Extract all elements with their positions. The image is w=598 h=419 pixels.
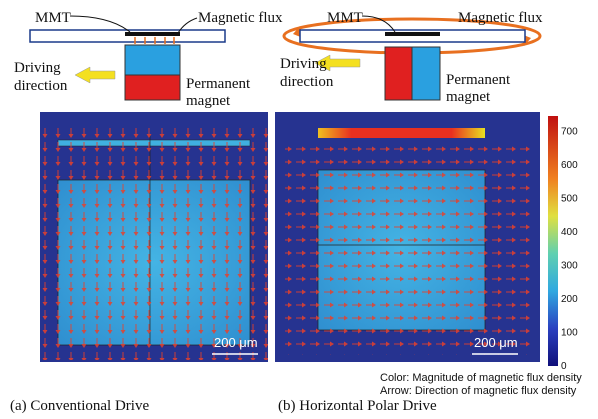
colorbar-tick-label: 500	[561, 194, 578, 205]
driving-label: direction	[280, 74, 334, 90]
caption: (b) Horizontal Polar Drive	[278, 398, 437, 414]
diagram-a: MMT Magnetic flux Driving direction Perm…	[14, 10, 283, 109]
driving-label: direction	[14, 78, 68, 94]
flux-label: Magnetic flux	[458, 10, 543, 26]
colorbar	[548, 116, 558, 366]
magnet-label: magnet	[186, 93, 231, 109]
magnet-label: Permanent	[186, 76, 251, 92]
colorbar-tick-label: 700	[561, 127, 578, 138]
colorbar-tick-label: 400	[561, 227, 578, 238]
mmt-label: MMT	[35, 10, 71, 26]
colorbar-tick-label: 200	[561, 294, 578, 305]
note: Arrow: Direction of magnetic flux densit…	[380, 385, 577, 397]
diagram-b: MMT Magnetic flux Driving direction Perm…	[280, 10, 543, 105]
note: Color: Magnitude of magnetic flux densit…	[380, 372, 582, 384]
colorbar-tick-label: 100	[561, 328, 578, 339]
colorbar-tick-label: 600	[561, 160, 578, 171]
colorbar-ticks: 0 100 200 300 400 500 600 700	[561, 127, 578, 373]
colorbar-tick-label: 0	[561, 361, 567, 372]
simulation-b: 200 μm	[275, 112, 540, 362]
simulation-a: 200 μm	[40, 112, 268, 362]
scale-bar-label: 200 μm	[214, 335, 258, 350]
scale-bar-label: 200 μm	[474, 335, 518, 350]
driving-label: Driving	[14, 60, 61, 76]
driving-label: Driving	[280, 56, 327, 72]
colorbar-tick-label: 300	[561, 261, 578, 272]
flux-label: Magnetic flux	[198, 10, 283, 26]
magnet-label: magnet	[446, 89, 491, 105]
caption: (a) Conventional Drive	[10, 398, 149, 414]
magnet-label: Permanent	[446, 72, 511, 88]
mmt-label: MMT	[327, 10, 363, 26]
figure: MMT Magnetic flux Driving direction Perm…	[0, 0, 598, 419]
